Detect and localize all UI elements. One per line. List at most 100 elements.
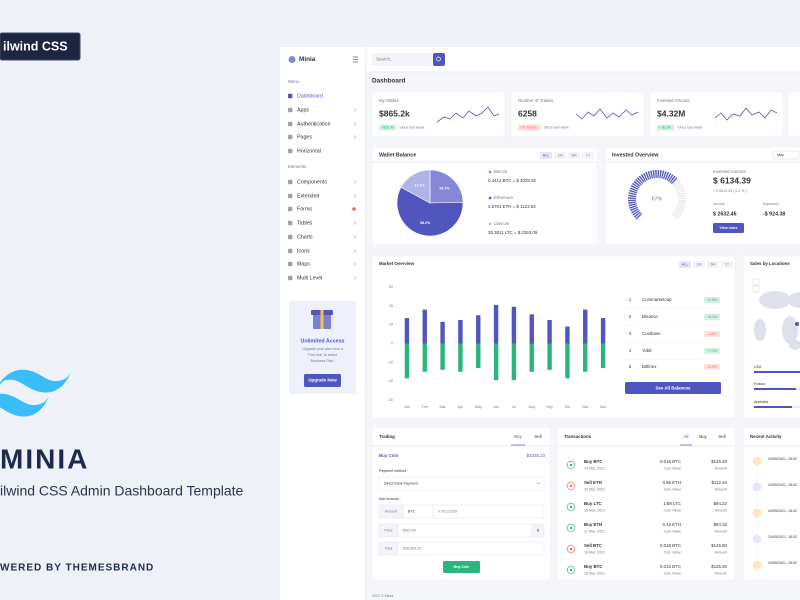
trading-price-label: Price	[384, 528, 392, 532]
tab[interactable]	[568, 152, 580, 159]
legend-dot	[488, 222, 492, 226]
invested-gauge-value-label: 67%	[652, 196, 663, 202]
market-exchanges-change: -0.9%	[707, 365, 717, 369]
market-button[interactable]: See All Balances	[656, 385, 692, 390]
change-badge	[657, 124, 675, 131]
menu-icon	[288, 248, 293, 254]
sidebar-sections-items[interactable]: Multi Level	[297, 275, 322, 281]
tx-icon	[566, 502, 576, 512]
stats-value: 6258	[518, 108, 537, 118]
market-exchanges-change: +2.5%	[707, 298, 718, 302]
stats-note: Since last week	[544, 126, 569, 130]
market-card	[371, 255, 736, 419]
market-tabs[interactable]: 6M	[711, 263, 716, 267]
sidebar-sections-items[interactable]: Horizontal	[297, 148, 321, 154]
tx-icon-dot	[569, 463, 573, 467]
market-exchanges-name: Yobit	[642, 348, 652, 353]
sidebar-sections-items[interactable]: Maps	[297, 261, 310, 267]
sidebar-sections-items[interactable]: Dashboard	[297, 93, 323, 99]
map-land	[754, 319, 766, 341]
tab[interactable]	[582, 152, 594, 159]
input[interactable]	[432, 504, 545, 519]
transactions-rows-coin-label: Coin Value	[664, 550, 681, 554]
stats-label: Number of Trades	[518, 98, 554, 103]
sidebar-sections-items[interactable]: Tables	[297, 220, 313, 226]
transactions-rows-coin: 0.016 BTC	[660, 459, 681, 464]
invested-button[interactable]: View more	[720, 226, 738, 230]
sidebar-sections-title: Elements	[288, 164, 307, 169]
map-zoom[interactable]	[752, 285, 760, 293]
sparkline	[436, 106, 500, 123]
sidebar-sections-items[interactable]: Forms	[297, 206, 312, 212]
bar	[476, 343, 481, 368]
trading-tabs[interactable]: Sell	[534, 434, 541, 439]
upgrade-box	[289, 301, 356, 394]
sidebar-upgrade-button[interactable]: Upgrade Now	[308, 378, 337, 383]
market-chart-yticks: 0	[391, 341, 393, 345]
sidebar-upgrade-text: 'Business Plan'.	[310, 359, 335, 363]
buy-button[interactable]	[443, 561, 480, 573]
chevron	[353, 180, 357, 184]
invested-amount: $ 6134.39	[713, 175, 751, 185]
tab[interactable]	[693, 261, 705, 268]
wallet-tabs[interactable]: 1Y	[586, 154, 591, 158]
tab[interactable]	[707, 261, 719, 268]
sidebar-sections-items[interactable]: Authentication	[297, 121, 331, 127]
sidebar-sections-items[interactable]: Charts	[297, 234, 313, 240]
input[interactable]	[397, 523, 533, 538]
wallet-tabs[interactable]: 1M	[558, 154, 563, 158]
view-more-button[interactable]	[713, 223, 744, 233]
tx-icon	[566, 565, 576, 575]
input[interactable]	[397, 541, 545, 556]
bar	[458, 319, 463, 344]
market-chart-categories: Jul	[512, 405, 517, 409]
map-zoom[interactable]	[752, 278, 760, 286]
tab[interactable]	[540, 152, 552, 159]
search-box[interactable]	[372, 53, 432, 66]
transactions-rows-date: 14 Mar, 2021	[584, 466, 605, 470]
menu-icon	[288, 275, 293, 281]
market-chart-categories: Mar	[439, 405, 446, 409]
sidebar-sections-items[interactable]: Components	[297, 179, 327, 185]
transactions-tabs[interactable]: Sell	[718, 434, 725, 439]
logo-wave	[0, 369, 71, 393]
see-all-button[interactable]	[625, 382, 721, 394]
sales-locations: Russia	[754, 382, 765, 386]
transactions-rows-coin: 0.56 ETH	[662, 480, 681, 485]
upgrade-button[interactable]	[304, 374, 341, 387]
month-select[interactable]	[772, 150, 800, 160]
tab[interactable]	[679, 261, 691, 268]
bar	[600, 318, 606, 344]
wallet-tabs[interactable]: 6M	[572, 154, 577, 158]
stats-label: My Wallet	[379, 98, 399, 103]
bar	[583, 343, 588, 372]
transactions-tabs[interactable]: All	[684, 434, 689, 439]
search-glyph	[436, 56, 441, 62]
search-button[interactable]	[433, 53, 445, 66]
topbar-search: Search...	[376, 57, 394, 62]
menu-icon	[288, 206, 293, 212]
trading-button[interactable]: Buy Coin	[454, 565, 470, 569]
tab[interactable]	[554, 152, 566, 159]
market-tabs[interactable]: 1Y	[725, 263, 730, 267]
select-input[interactable]	[378, 476, 545, 491]
market-chart-yticks: -60	[388, 398, 393, 402]
wallet-tabs[interactable]: ALL	[543, 154, 549, 158]
bar	[529, 314, 534, 344]
transactions-tabs[interactable]: Buy	[699, 434, 707, 439]
market-tabs[interactable]: 1M	[697, 263, 702, 267]
sidebar-sections-items[interactable]: Apps	[297, 107, 309, 113]
trading-tabs[interactable]: Buy	[514, 434, 522, 439]
sidebar-sections-items[interactable]: Icons	[297, 248, 310, 254]
tab[interactable]	[721, 261, 733, 268]
sidebar-sections-title: Menu	[288, 79, 300, 84]
market-chart-categories: Jan	[404, 405, 410, 409]
trading-price-addon: $	[537, 528, 539, 532]
market-exchanges-rank: 5	[629, 364, 632, 369]
sidebar-sections-items[interactable]: Pages	[297, 134, 312, 140]
transactions-rows-amount-label: Amount	[715, 466, 727, 470]
market-tabs[interactable]: ALL	[682, 263, 688, 267]
brand-logo	[288, 56, 296, 63]
market-chart-categories: Oct	[565, 405, 571, 409]
sidebar-sections-items[interactable]: Extended	[297, 193, 319, 199]
